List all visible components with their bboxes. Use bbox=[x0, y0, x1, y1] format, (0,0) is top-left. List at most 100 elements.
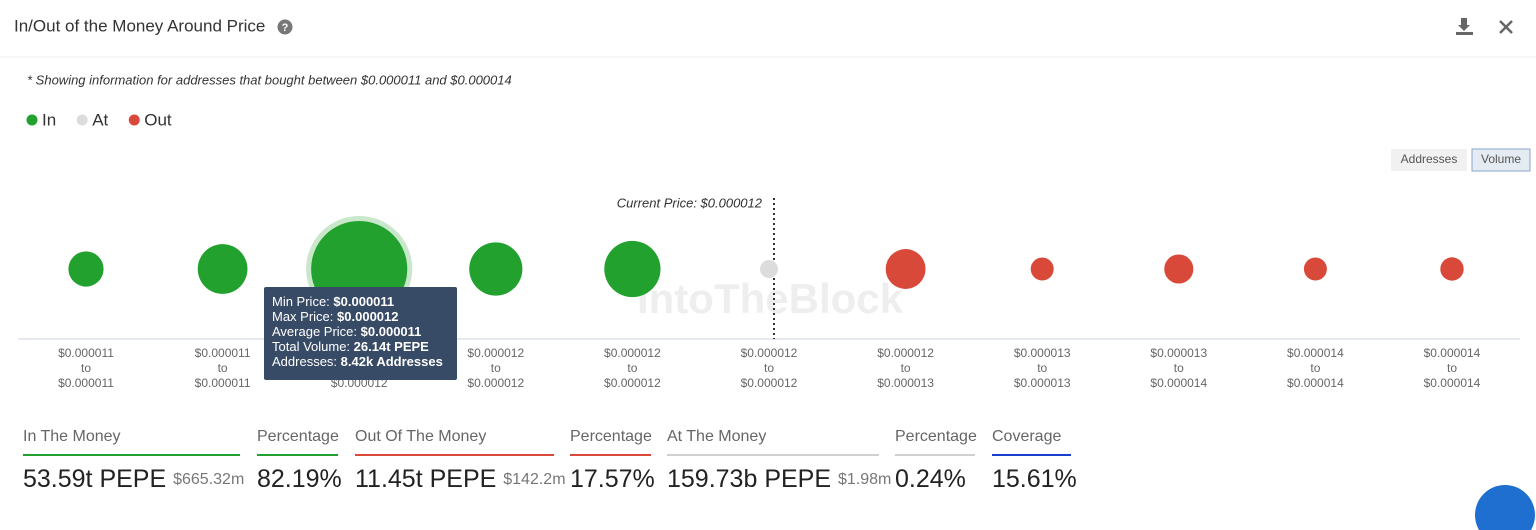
help-icon[interactable] bbox=[277, 19, 293, 35]
bubble bbox=[68, 251, 104, 287]
stat-label: Percentage bbox=[257, 428, 339, 445]
toggle-addresses[interactable] bbox=[1391, 149, 1467, 171]
stat-value-main: 82.19% bbox=[257, 465, 342, 493]
bubble bbox=[1440, 257, 1464, 281]
tooltip-key: Max Price: bbox=[272, 309, 333, 324]
legend-marker bbox=[26, 114, 38, 126]
stat-value-main: 0.24% bbox=[895, 465, 966, 493]
x-tick-label: $0.000012 bbox=[604, 346, 661, 360]
x-tick-label: to bbox=[1310, 361, 1320, 375]
bubble bbox=[1030, 257, 1054, 281]
note: * Showing information for addresses that… bbox=[27, 72, 512, 87]
chat-button[interactable] bbox=[1475, 485, 1535, 530]
x-tick-label: $0.000012 bbox=[467, 376, 524, 390]
x-tick-label: $0.000012 bbox=[604, 376, 661, 390]
stat-value-main: 17.57% bbox=[570, 465, 655, 493]
tooltip-row: Average Price: $0.000011 bbox=[272, 324, 421, 339]
stat-label: Coverage bbox=[992, 428, 1061, 445]
stat-value-sub: $1.98m bbox=[838, 471, 891, 488]
stat-label: Out Of The Money bbox=[355, 428, 486, 445]
stat-value-main: 53.59t PEPE bbox=[23, 465, 166, 493]
stat-label: At The Money bbox=[667, 428, 766, 445]
x-tick-label: $0.000011 bbox=[195, 376, 251, 390]
x-tick-label: $0.000011 bbox=[58, 346, 114, 360]
toggle-label: Volume bbox=[1481, 152, 1521, 166]
legend-marker bbox=[76, 114, 88, 126]
tooltip-row: Addresses: 8.42k Addresses bbox=[272, 354, 443, 369]
x-tick-label: $0.000012 bbox=[877, 346, 934, 360]
bubble bbox=[469, 242, 523, 296]
x-tick-label: $0.000011 bbox=[195, 346, 251, 360]
bubble bbox=[760, 260, 778, 278]
stat-value: 15.61% bbox=[992, 465, 1077, 493]
help-icon-glyph: ? bbox=[282, 22, 289, 34]
current-price-label: Current Price: $0.000012 bbox=[617, 195, 763, 210]
x-tick-label: to bbox=[627, 361, 637, 375]
stat-value-main: 159.73b PEPE bbox=[667, 465, 831, 493]
stat-value: 82.19% bbox=[257, 465, 342, 493]
x-tick-label: $0.000014 bbox=[1287, 346, 1344, 360]
x-tick-label: to bbox=[491, 361, 501, 375]
download-icon[interactable] bbox=[1456, 18, 1473, 35]
x-tick-label: $0.000014 bbox=[1424, 376, 1481, 390]
bubble bbox=[1164, 254, 1194, 284]
x-tick-label: $0.000013 bbox=[1014, 346, 1071, 360]
stat-value: 11.45t PEPE $142.2m bbox=[355, 465, 566, 493]
x-tick-label: $0.000014 bbox=[1150, 376, 1207, 390]
x-tick-label: to bbox=[218, 361, 228, 375]
stat-value-sub: $142.2m bbox=[503, 471, 565, 488]
title: In/Out of the Money Around Price bbox=[14, 16, 265, 35]
x-tick-label: to bbox=[81, 361, 91, 375]
bubble bbox=[604, 240, 661, 298]
x-tick-label: $0.000013 bbox=[1014, 376, 1071, 390]
x-tick-label: $0.000013 bbox=[1150, 346, 1207, 360]
tooltip-key: Total Volume: bbox=[272, 339, 350, 354]
stat-value-sub: $665.32m bbox=[173, 471, 244, 488]
x-tick-label: $0.000013 bbox=[877, 376, 934, 390]
x-tick-label: to bbox=[1447, 361, 1457, 375]
x-tick-label: $0.000012 bbox=[741, 376, 798, 390]
x-tick-label: to bbox=[1174, 361, 1184, 375]
toggle-volume[interactable] bbox=[1471, 148, 1531, 172]
stat-label: Percentage bbox=[895, 428, 977, 445]
x-tick-label: $0.000014 bbox=[1424, 346, 1481, 360]
tooltip-value: $0.000011 bbox=[333, 294, 394, 309]
x-tick-label: to bbox=[1037, 361, 1047, 375]
tooltip-key: Min Price: bbox=[272, 294, 330, 309]
tooltip-key: Average Price: bbox=[272, 324, 357, 339]
tooltip-row: Max Price: $0.000012 bbox=[272, 309, 398, 324]
stat-value: 0.24% bbox=[895, 465, 966, 493]
stat-value: 53.59t PEPE $665.32m bbox=[23, 465, 244, 493]
tooltip-value: $0.000012 bbox=[337, 309, 398, 324]
x-tick-label: to bbox=[764, 361, 774, 375]
stat-value-main: 15.61% bbox=[992, 465, 1077, 493]
x-tick-label: to bbox=[901, 361, 911, 375]
stat-label: Percentage bbox=[570, 428, 652, 445]
x-tick-label: $0.000014 bbox=[1287, 376, 1344, 390]
x-tick-label: $0.000012 bbox=[741, 346, 798, 360]
tooltip-value: 26.14t PEPE bbox=[354, 339, 429, 354]
stat-value: 159.73b PEPE $1.98m bbox=[667, 465, 891, 493]
watermark: IntoTheBlock bbox=[637, 275, 904, 322]
tooltip-key: Addresses: bbox=[272, 354, 337, 369]
bubble bbox=[885, 249, 926, 289]
stat-value: 17.57% bbox=[570, 465, 655, 493]
legend-label: In bbox=[42, 110, 56, 129]
tooltip-row: Total Volume: 26.14t PEPE bbox=[272, 339, 429, 354]
tooltip-value: $0.000011 bbox=[361, 324, 422, 339]
tooltip-value: 8.42k Addresses bbox=[341, 354, 443, 369]
legend-label: Out bbox=[144, 110, 172, 129]
tooltip bbox=[264, 287, 457, 380]
expand-icon[interactable] bbox=[1499, 20, 1513, 34]
legend-marker bbox=[128, 114, 140, 126]
tooltip-row: Min Price: $0.000011 bbox=[272, 294, 394, 309]
legend-label: At bbox=[92, 110, 108, 129]
bubble bbox=[1303, 257, 1327, 281]
x-tick-label: $0.000012 bbox=[467, 346, 524, 360]
stat-value-main: 11.45t PEPE bbox=[355, 465, 496, 493]
x-tick-label: $0.000011 bbox=[58, 376, 114, 390]
stat-label: In The Money bbox=[23, 428, 121, 445]
toggle-label: Addresses bbox=[1401, 152, 1458, 166]
bubble bbox=[197, 244, 248, 294]
